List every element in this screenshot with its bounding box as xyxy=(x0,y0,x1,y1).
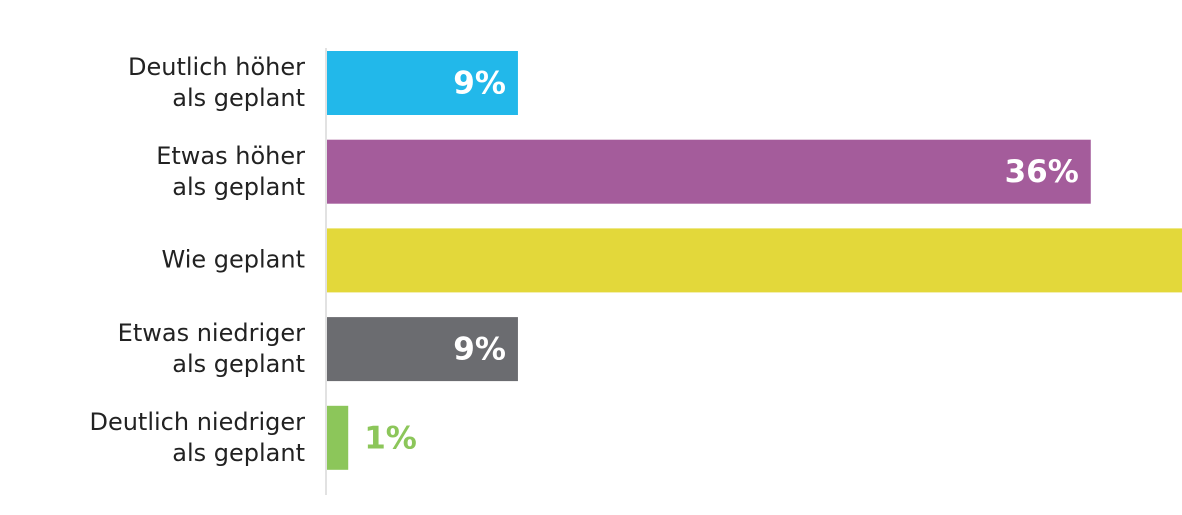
bars xyxy=(327,51,1182,470)
bar xyxy=(327,51,518,115)
value-label: 1% xyxy=(364,420,417,456)
category-label: Wie geplant xyxy=(161,245,306,274)
category-label: Etwas höher als geplant xyxy=(156,141,305,201)
bar xyxy=(327,139,1091,204)
value-label: 36% xyxy=(1005,154,1079,190)
bar xyxy=(327,405,349,470)
bar xyxy=(327,317,518,382)
category-label: Deutlich höher als geplant xyxy=(128,53,305,112)
value-label: 9% xyxy=(453,332,506,368)
category-label: Deutlich niedriger als geplant xyxy=(89,407,305,467)
category-label: Etwas niedriger als geplant xyxy=(117,319,305,379)
bar xyxy=(327,228,1182,293)
value-label: 9% xyxy=(453,66,506,102)
